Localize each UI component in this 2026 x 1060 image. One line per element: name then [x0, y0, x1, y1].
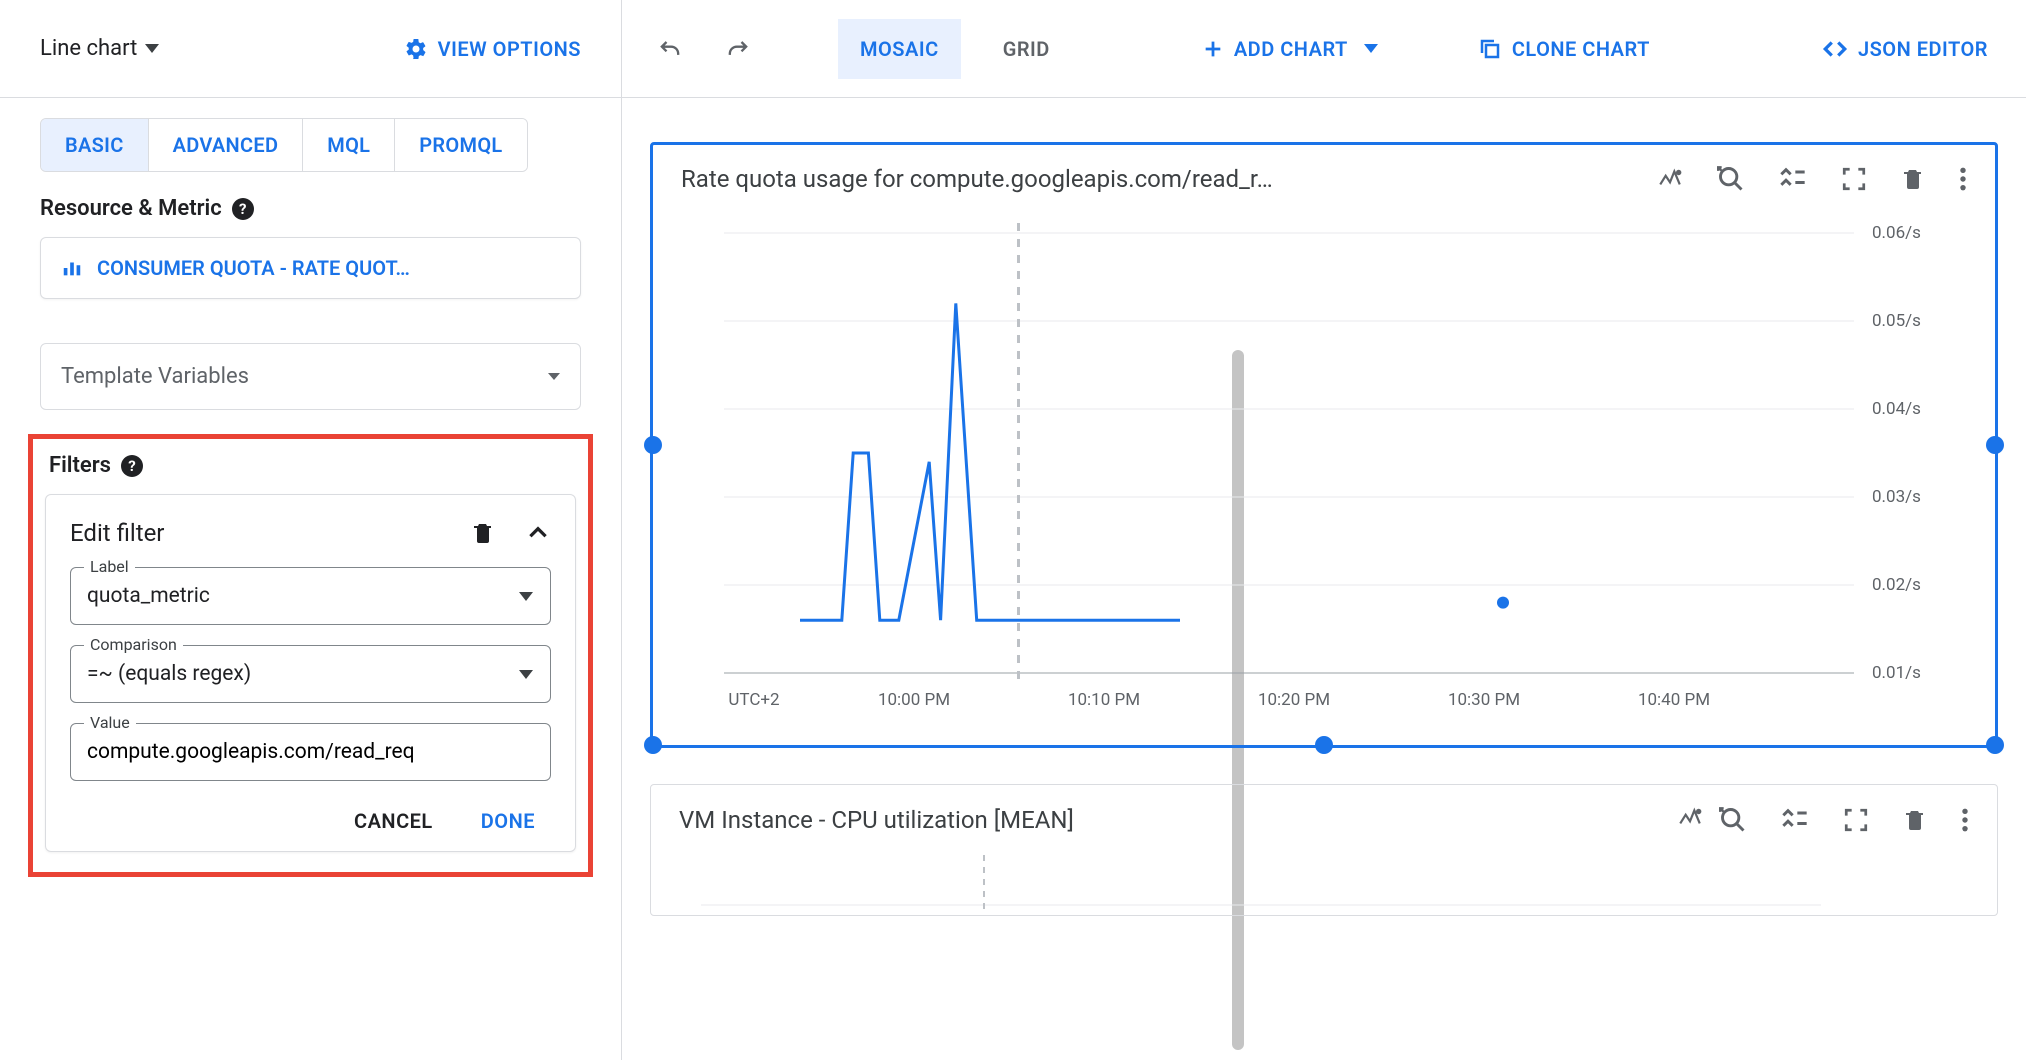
json-editor-label: JSON EDITOR [1858, 37, 1988, 61]
label-field[interactable]: quota_metric [70, 567, 551, 625]
clone-chart-button[interactable]: CLONE CHART [1468, 37, 1660, 61]
view-options-label: VIEW OPTIONS [438, 37, 581, 61]
legend-icon[interactable] [1781, 806, 1809, 834]
svg-text:10:40 PM: 10:40 PM [1638, 690, 1710, 710]
svg-text:0.02/s: 0.02/s [1872, 575, 1921, 595]
svg-text:0.04/s: 0.04/s [1872, 399, 1921, 419]
filters-label: Filters [49, 453, 111, 478]
chevron-down-icon [548, 373, 560, 380]
svg-text:0.01/s: 0.01/s [1872, 663, 1921, 683]
metrics-explorer-icon[interactable] [1657, 166, 1683, 192]
query-mode-tabs: BASIC ADVANCED MQL PROMQL [0, 98, 621, 172]
layout-tab-mosaic[interactable]: MOSAIC [838, 19, 961, 79]
svg-text:10:10 PM: 10:10 PM [1068, 690, 1140, 710]
chart-plot-area: 0.06/s 0.05/s 0.04/s 0.03/s 0.02/s 0.01/s UTC+… [653, 213, 1995, 745]
chevron-down-icon [145, 44, 159, 53]
fullscreen-icon[interactable] [1841, 166, 1867, 192]
comparison-field-value: =~ (equals regex) [87, 662, 251, 686]
trash-icon[interactable] [1903, 807, 1927, 833]
right-topbar: MOSAIC GRID ADD CHART CLONE CHART JSON E… [622, 0, 2026, 98]
metrics-explorer-icon[interactable] [1677, 805, 1703, 835]
chart-card-1[interactable]: Rate quota usage for compute.googleapis.… [650, 142, 1998, 748]
chart-card-2[interactable]: VM Instance - CPU utilization [MEAN] [650, 784, 1998, 916]
filter-card-title: Edit filter [70, 519, 164, 547]
fullscreen-icon[interactable] [1843, 807, 1869, 833]
filter-card: Edit filter Label quota_metric Compariso… [45, 494, 576, 852]
left-topbar: Line chart VIEW OPTIONS [0, 0, 621, 98]
svg-text:0.03/s: 0.03/s [1872, 487, 1921, 507]
more-icon[interactable] [1959, 166, 1967, 192]
trash-icon[interactable] [471, 520, 495, 546]
undo-button[interactable] [650, 29, 690, 69]
done-button[interactable]: DONE [481, 809, 535, 833]
chevron-up-icon[interactable] [525, 520, 551, 546]
bar-chart-icon [61, 257, 83, 279]
value-field-input[interactable] [87, 740, 506, 764]
tab-mql[interactable]: MQL [302, 119, 394, 171]
chart-title: VM Instance - CPU utilization [MEAN] [679, 806, 1641, 834]
add-chart-button[interactable]: ADD CHART [1192, 37, 1388, 61]
add-chart-label: ADD CHART [1234, 37, 1348, 61]
trash-icon[interactable] [1901, 166, 1925, 192]
zoom-icon[interactable] [1717, 165, 1745, 193]
value-field-label: Value [84, 713, 136, 732]
metric-selector[interactable]: CONSUMER QUOTA - RATE QUOT… [40, 237, 581, 299]
template-variables-selector[interactable]: Template Variables [40, 343, 581, 410]
chart-type-selector[interactable]: Line chart [40, 36, 159, 61]
tab-advanced[interactable]: ADVANCED [148, 119, 303, 171]
config-panel: Line chart VIEW OPTIONS BASIC ADVANCED M… [0, 0, 622, 1060]
chart-svg: 0.06/s 0.05/s 0.04/s 0.03/s 0.02/s 0.01/s UTC+… [653, 213, 1995, 745]
svg-text:10:30 PM: 10:30 PM [1448, 690, 1520, 710]
label-field-value: quota_metric [87, 584, 210, 608]
svg-text:10:00 PM: 10:00 PM [878, 690, 950, 710]
resource-metric-section: Resource & Metric ? CONSUMER QUOTA - RAT… [0, 172, 621, 410]
clone-chart-label: CLONE CHART [1512, 37, 1650, 61]
plus-icon [1202, 38, 1224, 60]
dashboard-canvas-panel: MOSAIC GRID ADD CHART CLONE CHART JSON E… [622, 0, 2026, 1060]
svg-text:10:20 PM: 10:20 PM [1258, 690, 1330, 710]
code-icon [1822, 36, 1848, 62]
metric-chip-label: CONSUMER QUOTA - RATE QUOT… [97, 256, 410, 280]
view-options-button[interactable]: VIEW OPTIONS [404, 37, 581, 61]
json-editor-button[interactable]: JSON EDITOR [1812, 36, 1998, 62]
redo-button[interactable] [718, 29, 758, 69]
chevron-down-icon [1364, 44, 1378, 53]
comparison-field-label: Comparison [84, 635, 183, 654]
svg-text:0.06/s: 0.06/s [1872, 223, 1921, 243]
chevron-down-icon [519, 670, 533, 679]
gear-icon [404, 37, 428, 61]
value-field[interactable] [70, 723, 551, 781]
chart-title: Rate quota usage for compute.googleapis.… [681, 165, 1641, 193]
template-variables-label: Template Variables [61, 364, 249, 389]
svg-text:UTC+2: UTC+2 [728, 690, 779, 710]
chevron-down-icon [519, 592, 533, 601]
more-icon[interactable] [1961, 807, 1969, 833]
label-field-label: Label [84, 557, 135, 576]
tab-basic[interactable]: BASIC [41, 119, 148, 171]
zoom-icon[interactable] [1719, 806, 1747, 834]
layout-tab-grid[interactable]: GRID [981, 19, 1072, 79]
chart-plot-area [651, 855, 1997, 915]
resource-metric-label: Resource & Metric [40, 196, 222, 221]
chart-type-label: Line chart [40, 36, 137, 61]
cancel-button[interactable]: CANCEL [354, 809, 433, 833]
svg-text:0.05/s: 0.05/s [1872, 311, 1921, 331]
copy-icon [1478, 37, 1502, 61]
filters-section-highlight: Filters ? Edit filter Label quota_metric [28, 434, 593, 877]
help-icon[interactable]: ? [232, 198, 254, 220]
tab-promql[interactable]: PROMQL [394, 119, 526, 171]
help-icon[interactable]: ? [121, 455, 143, 477]
legend-icon[interactable] [1779, 165, 1807, 193]
dashboard-canvas: Rate quota usage for compute.googleapis.… [622, 98, 2026, 1060]
